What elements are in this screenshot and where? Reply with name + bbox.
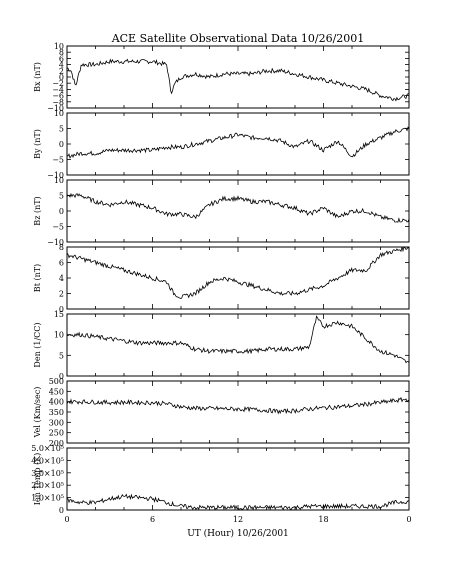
- y-tick-label: 0: [59, 372, 64, 381]
- x-tick-label: 12: [233, 515, 243, 524]
- data-trace: [66, 58, 410, 102]
- y-axis-label: Bx (nT): [33, 62, 42, 92]
- x-tick-label: 6: [150, 515, 155, 524]
- y-tick-label: 5: [59, 192, 64, 201]
- y-tick-label: 2.0×10⁵: [31, 481, 64, 490]
- y-tick-label: 10: [54, 42, 64, 51]
- data-trace: [66, 246, 410, 299]
- y-tick-label: −2: [52, 79, 64, 88]
- chart-title: ACE Satellite Observational Data 10/26/2…: [111, 32, 365, 45]
- y-axis-label: Vel (Km/sec): [33, 387, 42, 439]
- y-tick-label: −10: [47, 104, 64, 113]
- panel-frame: [66, 246, 410, 310]
- y-tick-label: 6: [59, 259, 64, 268]
- y-tick-label: 2: [59, 290, 64, 299]
- data-trace: [66, 192, 410, 223]
- y-axis-label: By (nT): [33, 129, 42, 159]
- x-tick-label: 18: [318, 515, 328, 524]
- y-tick-label: 1.0×10⁵: [31, 494, 64, 503]
- y-tick-label: 5: [59, 351, 64, 360]
- y-axis-label: Bz (nT): [33, 196, 42, 225]
- panel-1: −10 −5 0 5 10 By (nT): [33, 109, 410, 180]
- y-axis-label: Den (1/CC): [33, 322, 42, 367]
- y-tick-label: −10: [47, 238, 64, 247]
- panel-frame: [66, 380, 410, 444]
- panel-frame: [66, 112, 410, 176]
- y-tick-label: 0: [59, 305, 64, 314]
- y-tick-label: 0: [59, 140, 64, 149]
- y-tick-label: 10: [54, 176, 64, 185]
- panel-2: −10 −5 0 5 10 Bz (nT): [33, 176, 410, 247]
- y-axis-label: Ion Temp (K): [33, 453, 42, 506]
- panel-4: 0 5 10 15 Den (1/CC): [33, 310, 410, 381]
- y-tick-label: 5.0×10⁵: [31, 444, 64, 453]
- y-tick-label: 6: [59, 54, 64, 63]
- panel-6: 0 1.0×10⁵ 2.0×10⁵ 3.0×10⁵ 4.0×10⁵ 5.0×10⁵Ion …: [31, 444, 410, 515]
- y-tick-label: 0: [59, 207, 64, 216]
- data-trace: [66, 396, 410, 415]
- x-tick-label: 0: [406, 515, 411, 524]
- panel-frame: [66, 447, 410, 511]
- y-tick-label: −6: [52, 92, 64, 101]
- y-tick-label: 200: [49, 439, 64, 448]
- y-tick-label: 10: [54, 109, 64, 118]
- y-tick-label: −8: [52, 98, 64, 107]
- x-axis-label: UT (Hour) 10/26/2001: [187, 528, 289, 539]
- y-tick-label: 10: [54, 331, 64, 340]
- y-tick-label: 0: [59, 506, 64, 515]
- data-trace: [66, 493, 410, 511]
- panel-frame: [66, 45, 410, 109]
- data-trace: [66, 126, 410, 159]
- y-tick-label: −4: [52, 85, 64, 94]
- panel-3: 0 2 4 6 8 Bt (nT): [33, 243, 410, 314]
- y-tick-label: −5: [52, 223, 64, 232]
- y-tick-label: 8: [59, 48, 64, 57]
- y-tick-label: 250: [49, 429, 64, 438]
- y-tick-label: 450: [49, 387, 64, 396]
- y-tick-label: 0: [59, 73, 64, 82]
- y-tick-label: 4: [59, 274, 64, 283]
- y-tick-label: −5: [52, 156, 64, 165]
- y-tick-label: 400: [49, 398, 64, 407]
- panel-frame: [66, 313, 410, 377]
- y-tick-label: 2: [59, 67, 64, 76]
- y-tick-label: 3.0×10⁵: [31, 469, 64, 478]
- y-axis-label: Bt (nT): [33, 264, 42, 292]
- y-tick-label: 500: [49, 377, 64, 386]
- y-tick-label: 5: [59, 125, 64, 134]
- y-tick-label: 300: [49, 418, 64, 427]
- y-tick-label: 350: [49, 408, 64, 417]
- y-tick-label: 8: [59, 243, 64, 252]
- y-tick-label: 4: [59, 61, 64, 70]
- y-tick-label: 4.0×10⁵: [31, 456, 64, 465]
- y-tick-label: −10: [47, 171, 64, 180]
- x-tick-label: 0: [64, 515, 69, 524]
- y-tick-label: 15: [54, 310, 64, 319]
- data-trace: [66, 315, 410, 364]
